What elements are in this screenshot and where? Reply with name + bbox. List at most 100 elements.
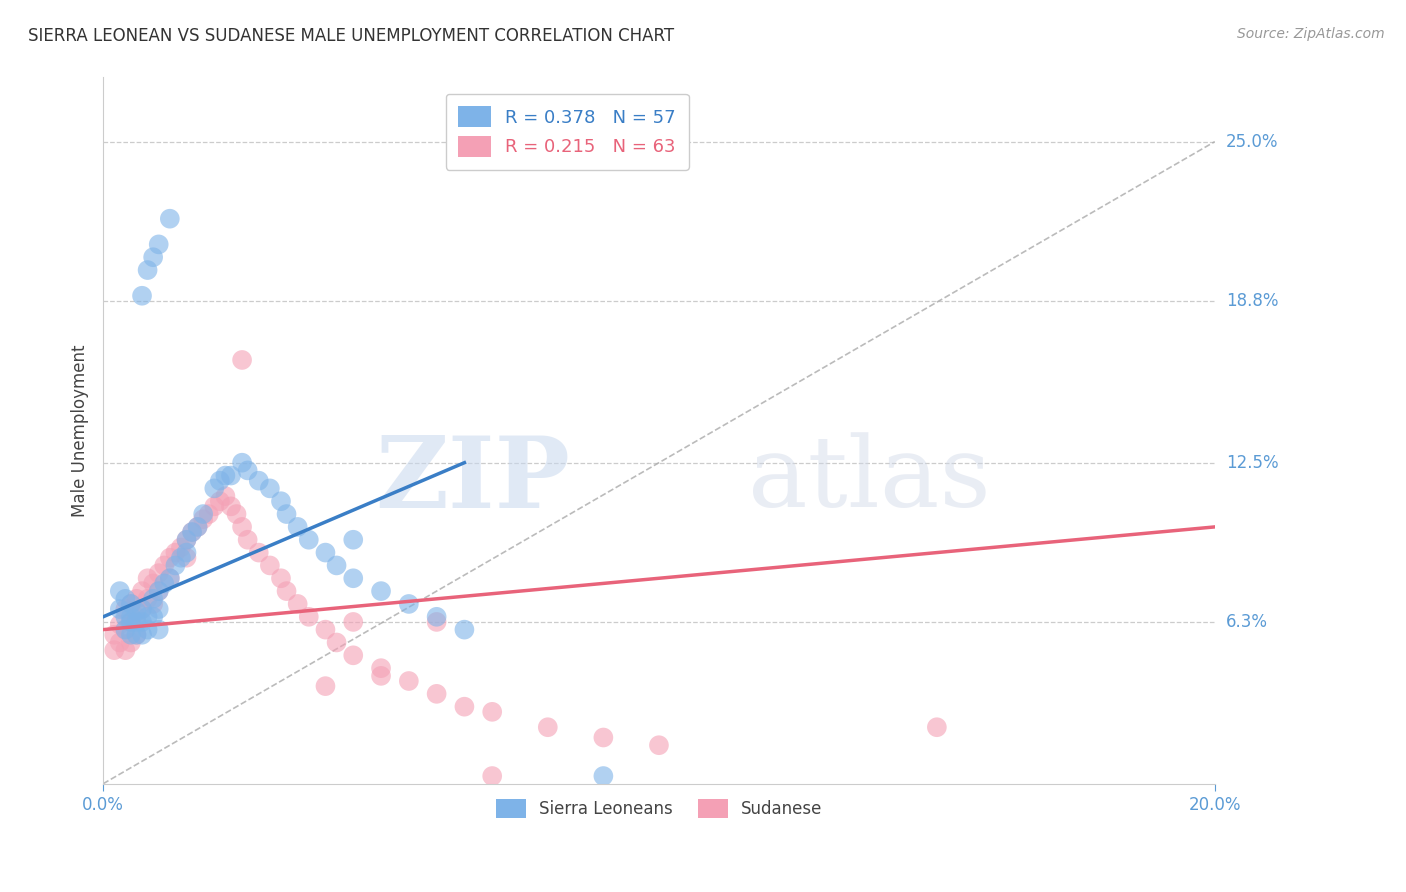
Sierra Leoneans — [165, 558, 187, 573]
Sierra Leoneans — [270, 494, 292, 508]
Sudanese — [176, 550, 198, 565]
Sudanese — [314, 679, 336, 693]
Sierra Leoneans — [287, 520, 309, 534]
Sudanese — [592, 731, 614, 745]
Sudanese — [187, 520, 209, 534]
Sierra Leoneans — [325, 558, 347, 573]
Sudanese — [170, 541, 193, 555]
Sierra Leoneans — [108, 584, 131, 599]
Text: ZIP: ZIP — [375, 432, 569, 529]
Sudanese — [125, 628, 148, 642]
Sierra Leoneans — [219, 468, 242, 483]
Sierra Leoneans — [125, 605, 148, 619]
Sierra Leoneans — [114, 609, 136, 624]
Sudanese — [314, 623, 336, 637]
Sudanese — [247, 545, 270, 559]
Text: 6.3%: 6.3% — [1226, 613, 1268, 631]
Sierra Leoneans — [276, 507, 298, 521]
Sudanese — [225, 507, 247, 521]
Sudanese — [214, 489, 236, 503]
Sudanese — [231, 353, 253, 368]
Sudanese — [298, 609, 321, 624]
Sierra Leoneans — [426, 609, 449, 624]
Sierra Leoneans — [453, 623, 475, 637]
Sierra Leoneans — [125, 615, 148, 629]
Sudanese — [114, 623, 136, 637]
Sierra Leoneans — [131, 602, 153, 616]
Sierra Leoneans — [142, 609, 165, 624]
Sudanese — [148, 566, 170, 581]
Sudanese — [108, 617, 131, 632]
Sierra Leoneans — [159, 211, 181, 226]
Sudanese — [453, 699, 475, 714]
Sierra Leoneans — [120, 597, 142, 611]
Sierra Leoneans — [114, 591, 136, 606]
Sierra Leoneans — [370, 584, 392, 599]
Sudanese — [481, 769, 503, 783]
Sudanese — [276, 584, 298, 599]
Sudanese — [537, 720, 560, 734]
Sudanese — [236, 533, 259, 547]
Text: 18.8%: 18.8% — [1226, 292, 1278, 310]
Sierra Leoneans — [148, 237, 170, 252]
Sudanese — [398, 673, 420, 688]
Sudanese — [165, 545, 187, 559]
Sierra Leoneans — [231, 456, 253, 470]
Text: atlas: atlas — [748, 432, 991, 528]
Sierra Leoneans — [214, 468, 236, 483]
Sudanese — [287, 597, 309, 611]
Sierra Leoneans — [120, 628, 142, 642]
Sierra Leoneans — [314, 545, 336, 559]
Sierra Leoneans — [176, 545, 198, 559]
Sierra Leoneans — [120, 615, 142, 629]
Sudanese — [142, 597, 165, 611]
Sudanese — [231, 520, 253, 534]
Sierra Leoneans — [120, 609, 142, 624]
Text: Source: ZipAtlas.com: Source: ZipAtlas.com — [1237, 27, 1385, 41]
Sierra Leoneans — [202, 482, 225, 496]
Sudanese — [131, 584, 153, 599]
Sudanese — [136, 591, 159, 606]
Sudanese — [103, 643, 125, 657]
Sudanese — [197, 507, 219, 521]
Sierra Leoneans — [342, 533, 364, 547]
Sudanese — [481, 705, 503, 719]
Y-axis label: Male Unemployment: Male Unemployment — [72, 344, 89, 516]
Sierra Leoneans — [342, 571, 364, 585]
Sudanese — [131, 602, 153, 616]
Sudanese — [370, 661, 392, 675]
Sierra Leoneans — [125, 628, 148, 642]
Sierra Leoneans — [259, 482, 281, 496]
Sierra Leoneans — [148, 623, 170, 637]
Sudanese — [103, 628, 125, 642]
Sudanese — [114, 602, 136, 616]
Sierra Leoneans — [108, 602, 131, 616]
Sudanese — [153, 558, 176, 573]
Sudanese — [193, 512, 215, 526]
Text: SIERRA LEONEAN VS SUDANESE MALE UNEMPLOYMENT CORRELATION CHART: SIERRA LEONEAN VS SUDANESE MALE UNEMPLOY… — [28, 27, 675, 45]
Sierra Leoneans — [131, 289, 153, 303]
Sudanese — [125, 591, 148, 606]
Legend: Sierra Leoneans, Sudanese: Sierra Leoneans, Sudanese — [489, 792, 830, 825]
Sierra Leoneans — [592, 769, 614, 783]
Sierra Leoneans — [181, 524, 204, 539]
Sierra Leoneans — [208, 474, 231, 488]
Sierra Leoneans — [131, 628, 153, 642]
Text: 25.0%: 25.0% — [1226, 133, 1278, 151]
Sudanese — [125, 609, 148, 624]
Sierra Leoneans — [236, 463, 259, 477]
Sierra Leoneans — [193, 507, 215, 521]
Sudanese — [120, 635, 142, 649]
Sierra Leoneans — [114, 623, 136, 637]
Sudanese — [120, 615, 142, 629]
Sierra Leoneans — [159, 571, 181, 585]
Sierra Leoneans — [131, 615, 153, 629]
Sierra Leoneans — [176, 533, 198, 547]
Sudanese — [114, 643, 136, 657]
Sudanese — [370, 669, 392, 683]
Sierra Leoneans — [148, 602, 170, 616]
Sierra Leoneans — [142, 591, 165, 606]
Sierra Leoneans — [142, 250, 165, 264]
Sudanese — [426, 687, 449, 701]
Sierra Leoneans — [148, 584, 170, 599]
